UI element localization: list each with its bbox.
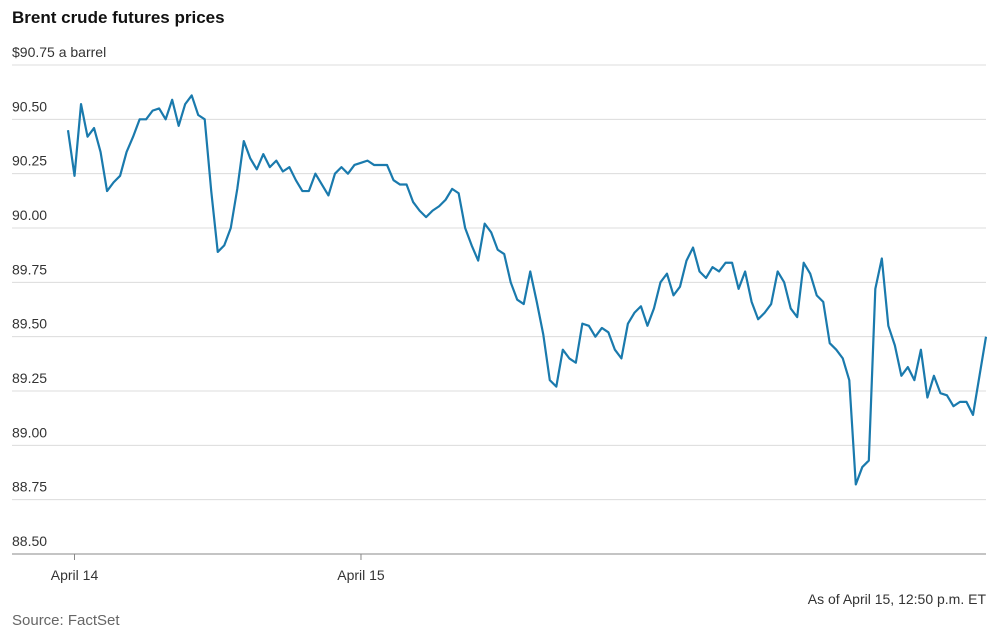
y-tick-label: 89.25: [12, 370, 47, 386]
y-tick-label: 88.50: [12, 533, 47, 549]
x-tick-label: April 15: [337, 567, 385, 583]
price-line: [66, 94, 988, 486]
y-tick-label: $90.75 a barrel: [12, 44, 106, 60]
note: As of April 15, 12:50 p.m. ET: [808, 591, 987, 607]
y-tick-label: 88.75: [12, 479, 47, 495]
chart-title: Brent crude futures prices: [12, 8, 225, 27]
y-tick-label: 90.00: [12, 207, 47, 223]
y-tick-label: 90.50: [12, 98, 47, 114]
x-tick-label: April 14: [51, 567, 99, 583]
y-tick-label: 89.00: [12, 424, 47, 440]
y-tick-label: 89.50: [12, 316, 47, 332]
source: Source: FactSet: [12, 612, 120, 629]
y-tick-label: 89.75: [12, 261, 47, 277]
y-tick-label: 90.25: [12, 153, 47, 169]
